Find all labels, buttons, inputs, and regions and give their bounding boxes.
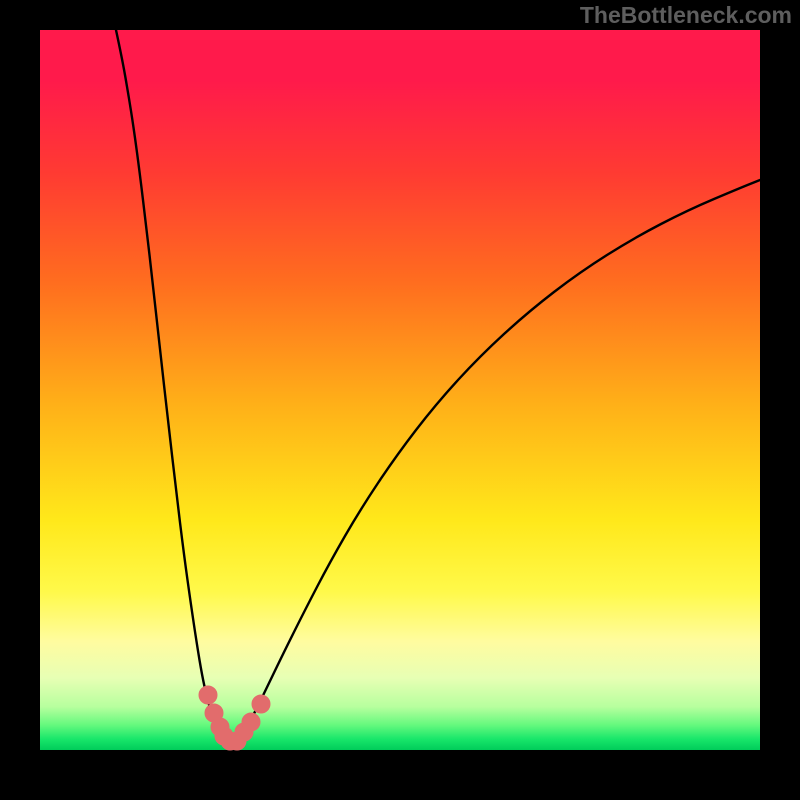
datapoint-marker bbox=[252, 695, 270, 713]
datapoint-marker bbox=[199, 686, 217, 704]
plot-background bbox=[40, 30, 760, 750]
chart-stage: TheBottleneck.com bbox=[0, 0, 800, 800]
datapoint-marker bbox=[242, 713, 260, 731]
watermark-text: TheBottleneck.com bbox=[580, 2, 792, 29]
bottleneck-chart-svg bbox=[0, 0, 800, 800]
